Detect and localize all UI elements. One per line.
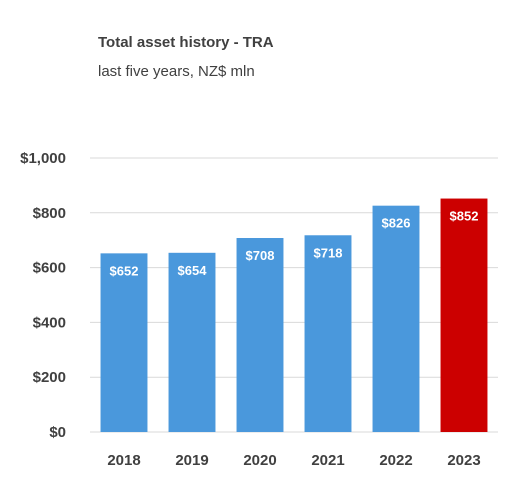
bar-2020 bbox=[236, 238, 284, 432]
y-axis-ticks: $0 $200 $400 $600 $800 $1,000 bbox=[20, 150, 66, 441]
x-tick-label-2021: 2021 bbox=[311, 452, 344, 469]
bar-2018 bbox=[100, 253, 148, 432]
data-labels: $652 $654 $708 $718 $826 $852 bbox=[110, 209, 479, 279]
x-tick-label-2019: 2019 bbox=[175, 452, 208, 469]
data-label-2022: $826 bbox=[382, 216, 411, 231]
chart-title: Total asset history - TRA bbox=[98, 34, 274, 51]
x-axis-ticks: 2018 2019 2020 2021 2022 2023 bbox=[107, 452, 480, 469]
y-tick-label: $400 bbox=[33, 314, 66, 331]
y-tick-label: $600 bbox=[33, 260, 66, 277]
data-label-2019: $654 bbox=[178, 263, 208, 278]
data-label-2023: $852 bbox=[450, 209, 479, 224]
bar-2019 bbox=[168, 252, 216, 432]
gridlines bbox=[90, 157, 498, 433]
bars bbox=[100, 198, 488, 432]
x-tick-label-2018: 2018 bbox=[107, 452, 140, 469]
y-tick-label: $800 bbox=[33, 205, 66, 222]
x-tick-label-2020: 2020 bbox=[243, 452, 276, 469]
data-label-2018: $652 bbox=[110, 263, 139, 278]
data-label-2020: $708 bbox=[246, 248, 275, 263]
y-tick-label: $1,000 bbox=[20, 150, 66, 167]
x-tick-label-2022: 2022 bbox=[379, 452, 412, 469]
y-tick-label: $0 bbox=[49, 424, 66, 441]
bar-2022 bbox=[372, 205, 420, 432]
data-label-2021: $718 bbox=[314, 245, 343, 260]
y-tick-label: $200 bbox=[33, 369, 66, 386]
x-tick-label-2023: 2023 bbox=[447, 452, 480, 469]
chart-subtitle: last five years, NZ$ mln bbox=[98, 63, 255, 80]
bar-2023 bbox=[440, 198, 488, 432]
bar-2021 bbox=[304, 235, 352, 432]
